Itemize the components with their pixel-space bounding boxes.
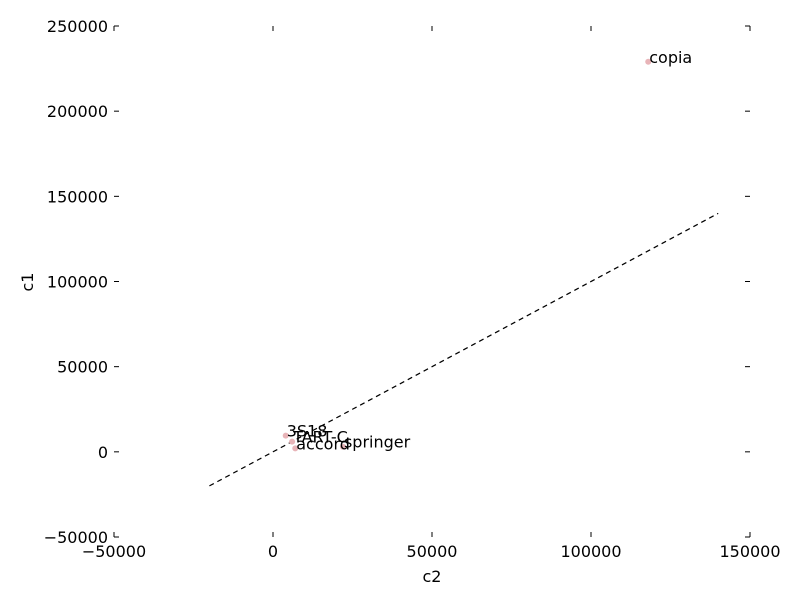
data-point [282,432,289,439]
x-axis-label: c2 [423,567,442,586]
points-layer [282,58,652,452]
data-point [292,445,299,452]
dashed-reference-line [209,212,719,487]
data-point-label: copia [649,48,692,67]
y-axis-label: c1 [18,273,37,292]
tick-labels-layer: −50000 0 50000 100000 150000 −50000 0 50000 1000… [44,17,781,561]
data-point [339,443,346,450]
x-tick-label: 150000 [719,542,780,561]
data-point-label: accord [296,434,350,453]
y-tick-label: 100000 [47,273,108,292]
y-tick-label: 250000 [47,17,108,36]
y-tick-label: 150000 [47,187,108,206]
x-tick-label: 0 [268,542,278,561]
data-point-label: springer [344,433,411,452]
x-tick-label: 100000 [560,542,621,561]
x-tick-label: −50000 [82,542,146,561]
data-point-label: 3S18 [287,422,328,441]
y-tick-label: 50000 [57,358,108,377]
reference-line-layer [209,212,719,487]
data-point-label: TART-C [292,428,348,447]
data-point [289,438,296,445]
y-tick-label: −50000 [44,528,108,547]
x-tick-label: 50000 [407,542,458,561]
y-tick-label: 200000 [47,102,108,121]
y-tick-label: 0 [98,443,108,462]
ticks-layer [113,25,751,538]
data-point [645,58,652,65]
